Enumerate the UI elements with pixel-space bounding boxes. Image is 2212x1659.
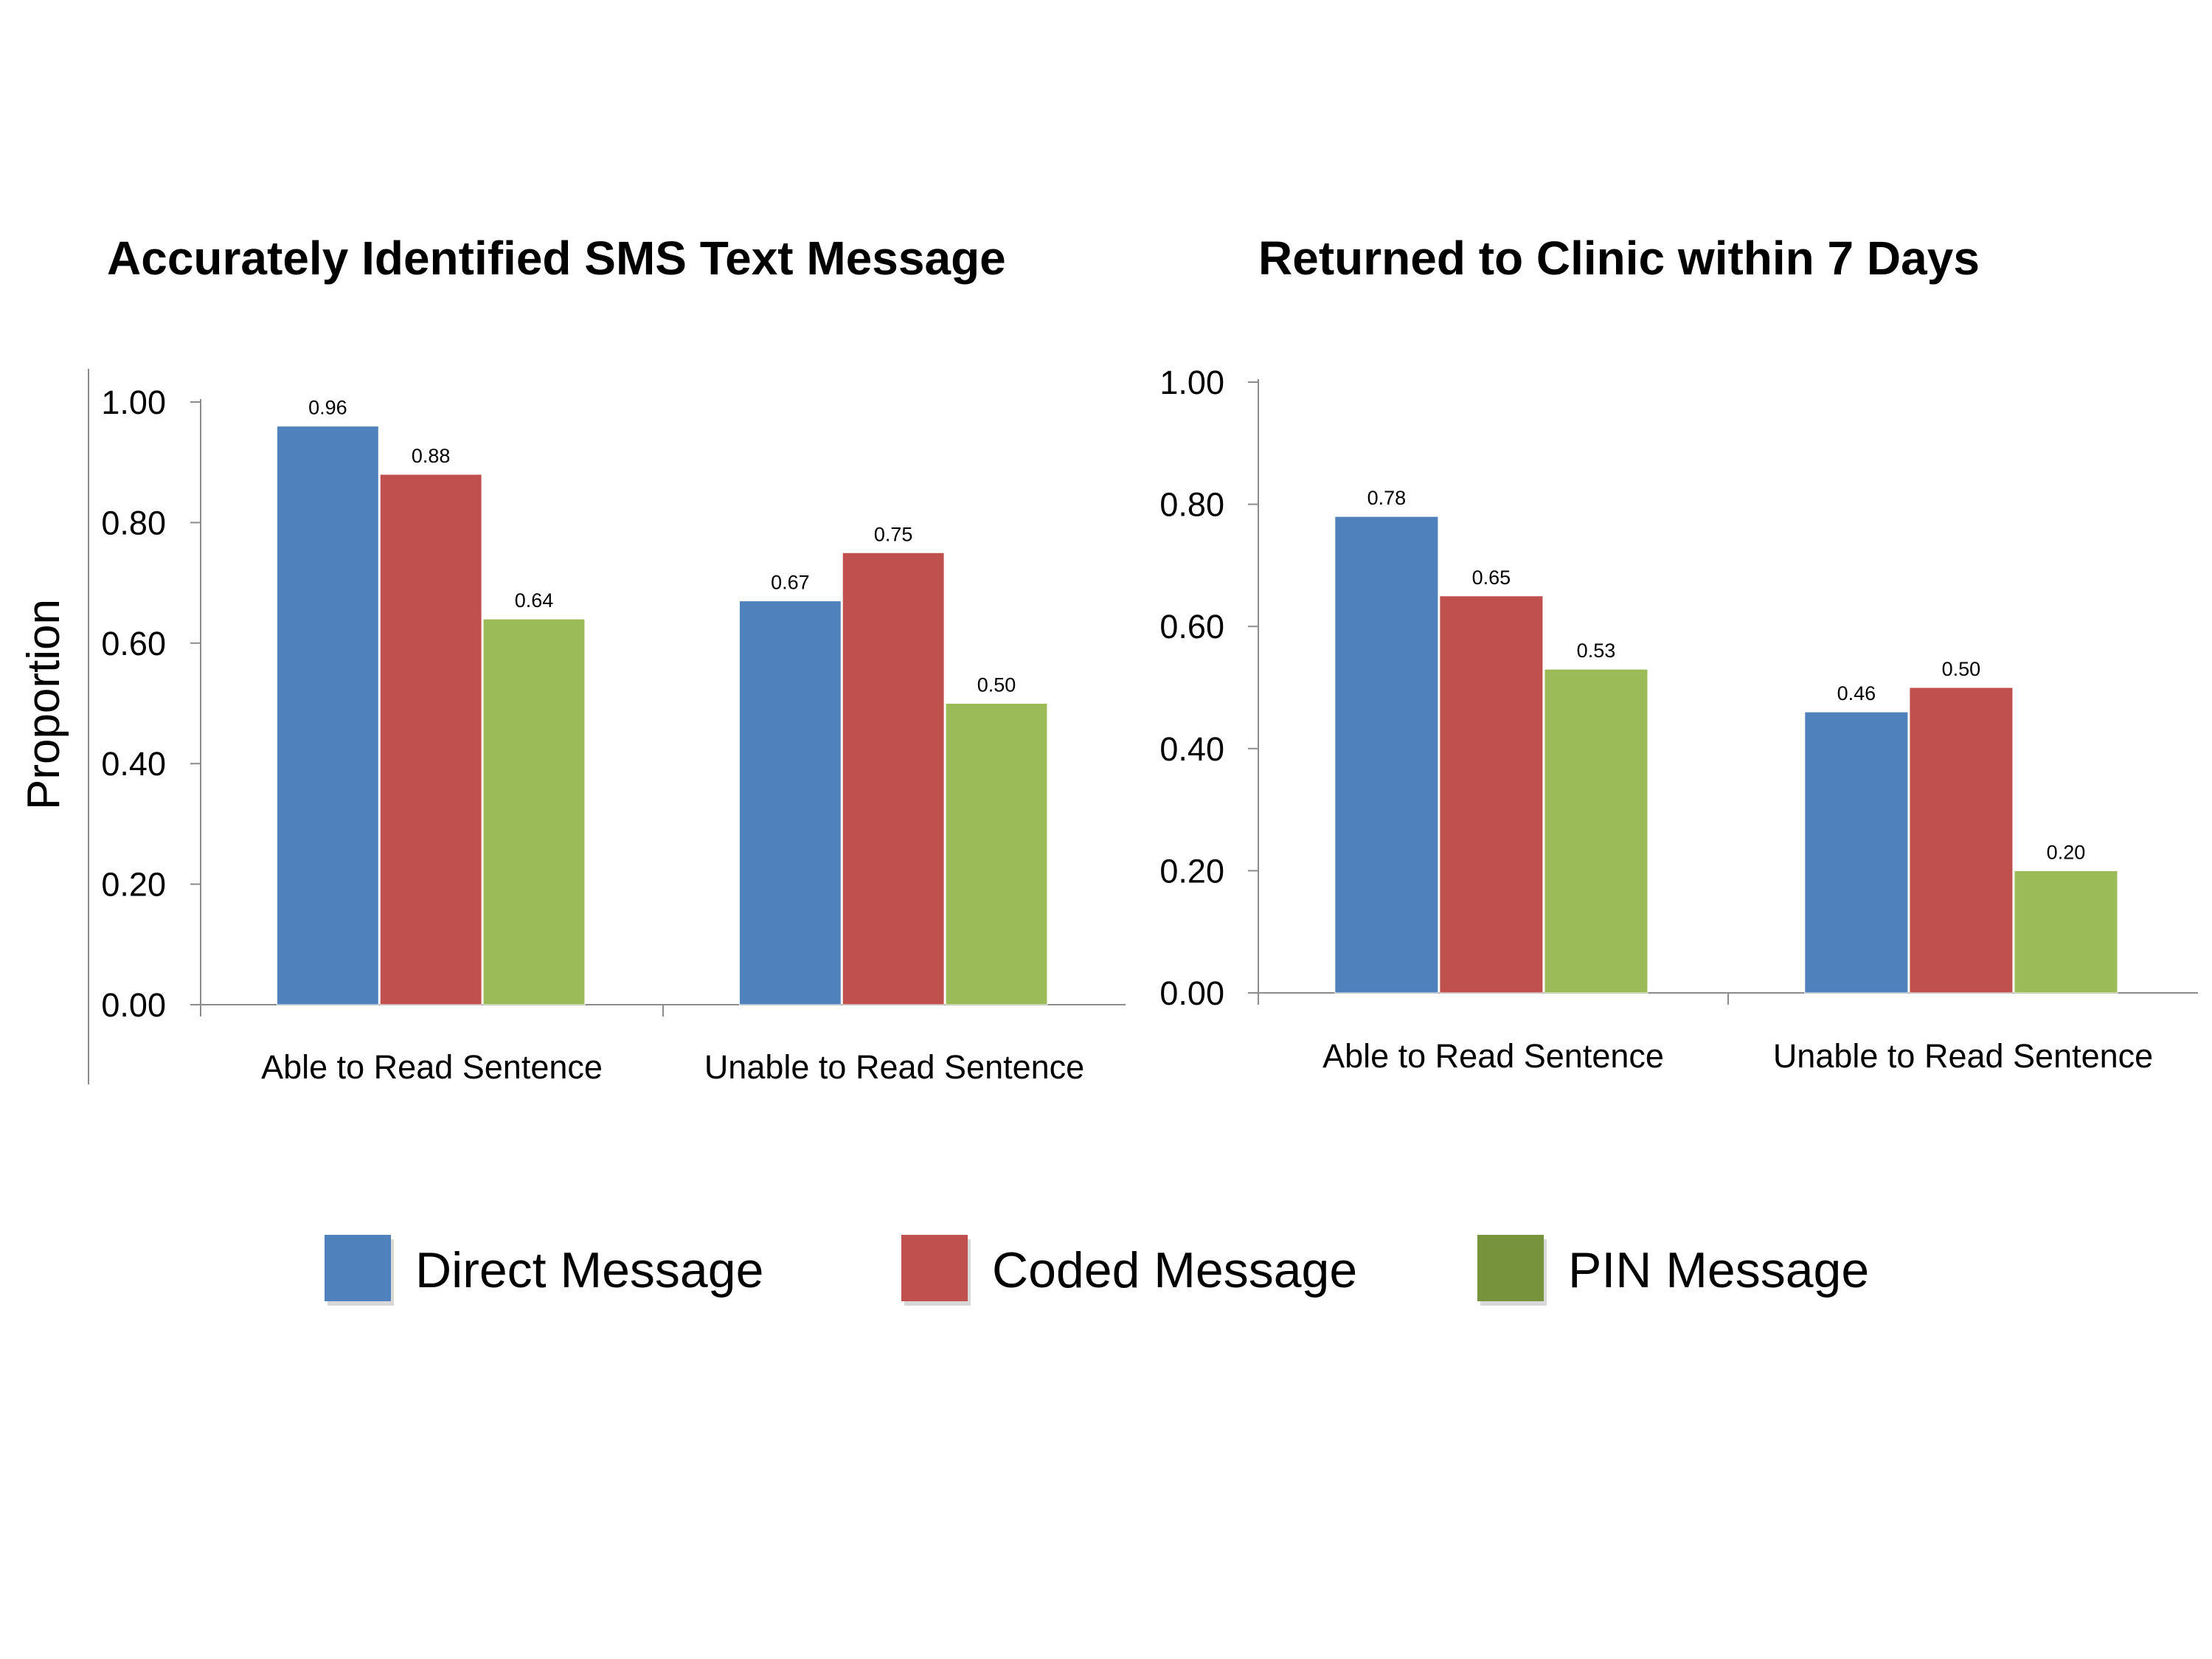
legend-swatch	[1477, 1235, 1544, 1301]
y-tick-label: 0.00	[101, 986, 166, 1024]
bar-coded-message	[842, 552, 945, 1005]
bar-direct-message	[1334, 516, 1439, 994]
bar-pin-message	[945, 703, 1048, 1005]
chart-sms-identification: Accurately Identified SMS Text Message 0.…	[18, 232, 1126, 1086]
y-tick-label: 0.40	[101, 745, 166, 783]
legend-swatch	[901, 1235, 968, 1301]
bar-coded-message	[1439, 595, 1544, 994]
legend-label: Direct Message	[415, 1242, 763, 1298]
x-category-label: Unable to Read Sentence	[704, 1048, 1084, 1086]
legend-item-pin-message: PIN Message	[1477, 1235, 1869, 1306]
y-tick-label: 1.00	[1159, 364, 1224, 401]
y-tick-label: 0.80	[101, 504, 166, 541]
legend-label: PIN Message	[1568, 1242, 1869, 1298]
data-label: 0.46	[1837, 682, 1876, 704]
legend-label: Coded Message	[992, 1242, 1357, 1298]
bar-pin-message	[1544, 668, 1648, 994]
chart-title: Accurately Identified SMS Text Message	[107, 232, 1006, 285]
x-category-label: Able to Read Sentence	[261, 1048, 603, 1086]
bar-coded-message	[379, 474, 482, 1005]
y-tick-label: 1.00	[101, 384, 166, 421]
data-label: 0.78	[1367, 487, 1407, 509]
bar-pin-message	[2014, 870, 2118, 994]
y-tick-label: 0.00	[1159, 974, 1224, 1012]
data-label: 0.53	[1577, 640, 1616, 662]
data-label: 0.64	[515, 589, 554, 612]
chart-returned-to-clinic: Returned to Clinic within 7 Days 0.00 0.20…	[1159, 232, 2198, 1075]
legend-swatch	[325, 1235, 391, 1301]
legend-item-direct-message: Direct Message	[325, 1235, 763, 1306]
data-label: 0.75	[874, 523, 913, 545]
data-label: 0.65	[1472, 567, 1511, 589]
bar-direct-message	[276, 426, 379, 1005]
legend: Direct Message Coded Message PIN Message	[325, 1235, 1869, 1306]
data-label: 0.50	[1942, 658, 1981, 680]
bar-direct-message	[1804, 711, 1909, 994]
data-label: 0.67	[771, 572, 810, 594]
y-tick-label: 0.80	[1159, 486, 1224, 524]
y-tick-label: 0.20	[101, 866, 166, 904]
x-category-label: Unable to Read Sentence	[1773, 1037, 2153, 1075]
chart-title: Returned to Clinic within 7 Days	[1258, 232, 1980, 285]
y-tick-label: 0.20	[1159, 852, 1224, 890]
bar-coded-message	[1909, 687, 2014, 994]
y-tick-label: 0.60	[101, 625, 166, 662]
bar-direct-message	[738, 600, 842, 1005]
x-category-label: Able to Read Sentence	[1322, 1037, 1664, 1075]
bar-pin-message	[482, 618, 586, 1005]
y-axis-label: Proportion	[18, 599, 69, 810]
y-tick-label: 0.60	[1159, 608, 1224, 645]
legend-item-coded-message: Coded Message	[901, 1235, 1357, 1306]
data-label: 0.20	[2047, 841, 2086, 863]
data-label: 0.50	[977, 674, 1016, 696]
data-label: 0.88	[412, 445, 451, 467]
data-label: 0.96	[308, 397, 347, 419]
y-tick-label: 0.40	[1159, 730, 1224, 768]
